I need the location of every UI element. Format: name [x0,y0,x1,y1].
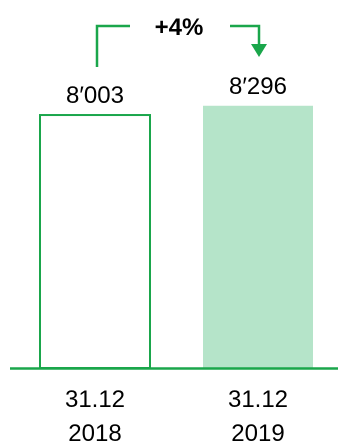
tick-label-1-0: 31.12 [228,386,288,413]
growth-bracket-line [95,24,261,67]
arrow-head-icon [251,44,267,57]
value-label-1: 8′296 [229,73,287,100]
tick-label-0-0: 31.12 [65,386,125,413]
bar-1 [203,105,313,369]
bars-group [39,105,313,369]
value-labels-group: 8′003 8′296 [66,73,287,109]
growth-arrow: +4% [95,14,267,67]
tick-labels-group: 31.12 2018 31.12 2019 [65,386,288,443]
tick-label-1-1: 2019 [231,420,284,443]
growth-annotation: +4% [155,14,204,41]
bar-0 [39,114,151,369]
tick-label-0-1: 2018 [68,420,121,443]
value-label-0: 8′003 [66,82,124,109]
